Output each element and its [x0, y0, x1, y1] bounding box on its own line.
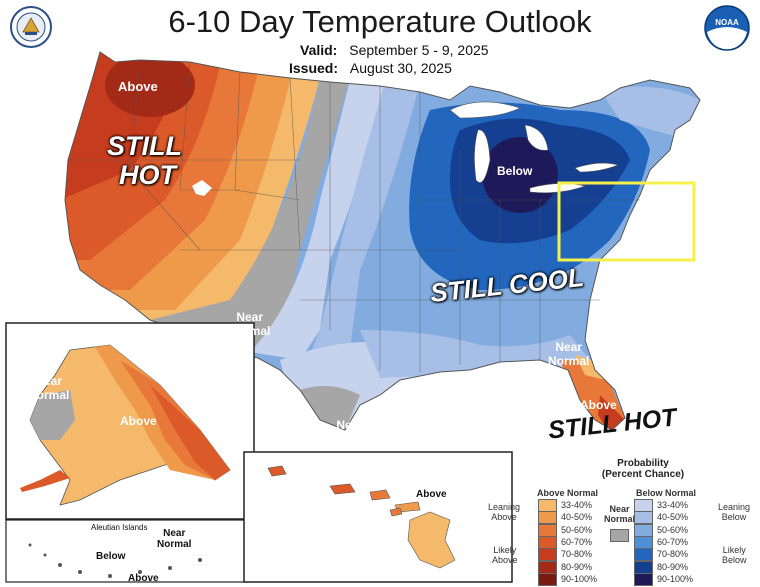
legend-below-range: 33-40% — [657, 500, 689, 510]
legend-likely-above: Likely Above — [492, 545, 518, 565]
valid-row: Valid: September 5 - 9, 2025 — [300, 42, 489, 58]
legend-likely-below: Likely Below — [722, 545, 747, 565]
legend-below-range: 40-50% — [657, 512, 689, 523]
legend-below-range: 50-60% — [657, 524, 689, 535]
hawaii-inset-frame — [243, 451, 513, 583]
great-lakes — [449, 101, 619, 194]
label-fl-normal: Normal — [548, 354, 590, 368]
label-michigan-below: Below — [497, 164, 533, 178]
label-fl-near: Near — [555, 340, 583, 354]
legend-leaning-above-1: Leaning — [488, 502, 521, 512]
legend-above-range: 90-100% — [561, 573, 598, 584]
issued-value: August 30, 2025 — [349, 60, 452, 76]
label-se-near: Near — [336, 418, 364, 432]
aleutian-inset-frame — [5, 519, 247, 583]
legend-above-swatch — [538, 548, 557, 562]
label-aleutian-near: Near — [163, 528, 186, 539]
commerce-seal-logo — [10, 6, 52, 48]
label-ak-above: Above — [120, 414, 157, 428]
label-ak-normal: Normal — [28, 388, 70, 402]
label-se-near-normal: Near Normal — [329, 418, 370, 446]
legend-title-line1: Probability — [617, 458, 669, 469]
legend-above-range: 33-40% — [561, 500, 593, 510]
legend-near-1: Near — [609, 504, 630, 514]
legend-likely-above-1: Likely — [493, 545, 517, 555]
legend-above-swatch — [538, 523, 557, 537]
label-aleutian-above: Above — [128, 573, 159, 584]
label-nw-above: Above — [118, 79, 158, 94]
legend-below-swatch — [634, 499, 653, 512]
legend-below-swatch — [634, 572, 653, 586]
label-ak-near: Near — [35, 374, 63, 388]
label-sw-near-normal: Near Normal — [229, 310, 270, 338]
label-aleutian-title: Aleutian Islands — [91, 523, 148, 532]
label-hi-above: Above — [416, 489, 447, 500]
legend-above-range: 40-50% — [561, 512, 593, 523]
legend-above-swatch — [538, 572, 557, 586]
noaa-logo: NOAA — [704, 5, 750, 51]
aleutian-islands-shape — [28, 543, 202, 578]
legend-above-range: 80-90% — [561, 561, 593, 572]
legend-likely-below-2: Below — [722, 555, 747, 565]
legend-below-range: 60-70% — [657, 536, 689, 547]
legend-above-swatch — [538, 511, 557, 525]
label-ak-near-normal: Near Normal — [28, 374, 69, 402]
legend-near-swatch — [610, 529, 629, 542]
legend-likely-below-1: Likely — [722, 545, 746, 555]
valid-value: September 5 - 9, 2025 — [349, 42, 489, 58]
annotation-still-hot-west-line2: HOT — [119, 160, 176, 190]
label-aleutian-near-normal: Near Normal — [157, 528, 191, 550]
annotation-still-hot-west-line1: STILL — [107, 131, 182, 161]
hawaii-islands-shape — [267, 465, 456, 569]
legend-below-swatch — [634, 511, 653, 525]
legend-leaning-above-2: Above — [491, 512, 517, 522]
legend-title-line2: (Percent Chance) — [601, 469, 685, 480]
alaska-shape — [20, 344, 231, 506]
legend-above-swatch — [538, 535, 557, 549]
legend-above-range: 60-70% — [561, 536, 593, 547]
legend-below-range: 80-90% — [657, 561, 689, 572]
legend-below-swatch — [634, 535, 653, 549]
legend-above-range: 70-80% — [561, 549, 593, 560]
map-title: 6-10 Day Temperature Outlook — [168, 4, 592, 39]
label-aleutian-below: Below — [96, 551, 126, 562]
legend-leaning-above: Leaning Above — [488, 502, 520, 522]
legend-below-range: 90-100% — [657, 573, 694, 584]
state-lines — [68, 59, 640, 372]
issued-label: Issued: — [289, 60, 339, 76]
label-sw-normal: Normal — [229, 324, 271, 338]
legend-leaning-below-1: Leaning — [718, 502, 751, 512]
great-salt-lake — [192, 180, 212, 196]
label-aleutian-normal: Normal — [157, 539, 192, 550]
legend-above-swatch — [538, 499, 557, 512]
issued-row: Issued: August 30, 2025 — [289, 60, 452, 76]
legend-leaning-below-2: Below — [721, 512, 747, 522]
legend-near-normal: Near Normal — [604, 504, 635, 524]
legend-title: Probability (Percent Chance) — [548, 458, 738, 480]
legend-above-header: Above Normal — [537, 488, 599, 498]
label-fl-above: Above — [580, 398, 617, 412]
legend-above-range: 50-60% — [561, 524, 593, 535]
highlight-box — [557, 181, 696, 262]
noaa-logo-text: NOAA — [715, 18, 739, 27]
label-se-normal: Normal — [329, 432, 371, 446]
legend-leaning-below: Leaning Below — [718, 502, 750, 522]
legend-below-swatch — [634, 560, 653, 574]
label-fl-near-normal: Near Normal — [548, 340, 589, 368]
legend-near-2: Normal — [604, 514, 636, 524]
legend-likely-above-2: Above — [492, 555, 518, 565]
legend-below-range: 70-80% — [657, 549, 689, 560]
legend-above-swatch — [538, 560, 557, 574]
legend-below-header: Below Normal — [636, 488, 697, 498]
label-sw-near: Near — [236, 310, 264, 324]
legend-below-swatch — [634, 548, 653, 562]
annotation-still-hot-west: STILL HOT — [107, 132, 182, 190]
valid-label: Valid: — [300, 42, 338, 58]
legend-below-swatch — [634, 523, 653, 537]
